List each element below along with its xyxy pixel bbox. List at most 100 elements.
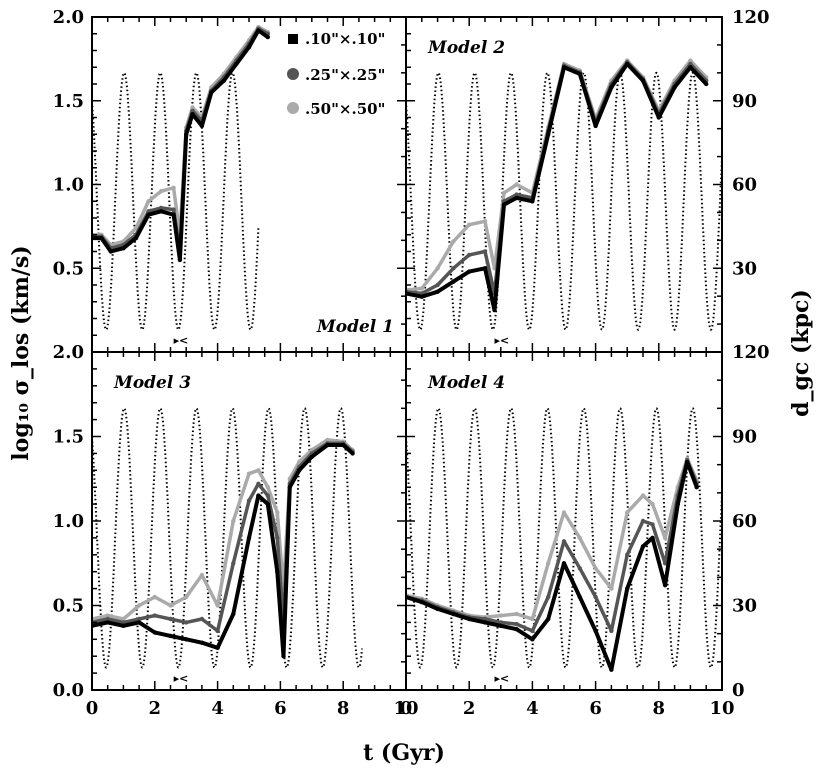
series-point — [546, 616, 551, 622]
series-point — [640, 544, 646, 549]
series-point — [498, 623, 503, 628]
series-point — [419, 286, 424, 291]
series-point — [209, 90, 214, 95]
series-point — [662, 583, 668, 588]
series-point — [325, 437, 330, 443]
series-point — [688, 65, 693, 70]
series-point — [190, 112, 195, 117]
series-point — [133, 235, 139, 241]
series-point — [530, 628, 535, 634]
x-axis-title: t (Gyr) — [363, 740, 445, 766]
series-point — [184, 132, 189, 137]
series-point — [246, 535, 252, 541]
x-tick-label: 6 — [589, 698, 602, 719]
series-point — [609, 586, 614, 591]
series-point — [152, 613, 157, 618]
panel-title: Model 1 — [316, 317, 394, 337]
series-point — [199, 640, 205, 645]
series-point — [350, 451, 355, 456]
series-point — [171, 207, 176, 212]
marker-glyph: ▸< — [494, 672, 509, 685]
series-point — [105, 616, 110, 622]
series-point — [108, 249, 114, 254]
series-point — [688, 61, 693, 67]
series-point — [514, 611, 519, 617]
series-point — [199, 123, 205, 129]
series-point — [685, 459, 690, 465]
y-right-tick-label: 120 — [732, 342, 770, 363]
x-tick-label: 0 — [400, 698, 413, 719]
marker-glyph: ▸< — [174, 672, 189, 685]
series-point — [158, 209, 164, 214]
legend-label-10: .10"×.10" — [305, 30, 385, 48]
series-point — [297, 468, 302, 473]
series-point — [121, 623, 126, 628]
series-point — [501, 190, 507, 196]
series-point — [451, 266, 456, 271]
series-point — [492, 307, 497, 313]
series-point — [136, 620, 142, 625]
series-point — [514, 627, 519, 632]
series-point — [650, 501, 655, 507]
series-point — [231, 611, 236, 617]
series-line-3 — [92, 438, 354, 621]
panel-1: 0.5 1.0 1.5 2.0 ▸< Model 1 — [53, 7, 407, 353]
series-point — [256, 481, 261, 486]
y-tick-label: 1.0 — [53, 175, 84, 196]
y-right-tick-label: 120 — [732, 7, 770, 28]
series-point — [171, 212, 176, 217]
series-point — [650, 522, 655, 527]
series-point — [530, 199, 535, 204]
y-right-tick-label: 30 — [732, 258, 757, 279]
series-point — [231, 561, 236, 566]
series-point — [246, 471, 252, 476]
series-point — [577, 566, 582, 571]
series-point — [546, 561, 551, 566]
series-point — [341, 442, 346, 448]
series-point — [467, 616, 472, 622]
y-axis-title-left: log₁₀ σ_los (km/s) — [8, 245, 34, 460]
series-point — [146, 199, 151, 204]
x-tick-label: 4 — [526, 698, 539, 719]
y-tick-label: 0.5 — [53, 258, 84, 279]
series-point — [309, 454, 314, 459]
series-point — [577, 594, 582, 600]
series-point — [514, 182, 519, 187]
orbit-curve — [406, 71, 722, 331]
series-point — [246, 498, 252, 503]
series-point — [275, 535, 280, 541]
y-axis-title-right: d_gc (kpc) — [788, 289, 814, 417]
series-point — [451, 611, 456, 617]
series-point — [650, 535, 655, 541]
panel-title: Model 3 — [113, 373, 191, 393]
series-point — [275, 569, 280, 574]
series-point — [265, 501, 270, 507]
y-tick-label: 1.5 — [53, 427, 84, 448]
y-right-tick-label: 60 — [732, 511, 757, 532]
x-tick-label: 6 — [274, 698, 287, 719]
series-point — [297, 459, 302, 465]
series-point — [184, 620, 189, 625]
series-point — [609, 85, 614, 90]
series-point — [467, 269, 472, 274]
series-point — [435, 606, 440, 612]
panel-title: Model 2 — [427, 38, 505, 58]
series-point — [609, 667, 614, 672]
orbit-curve — [406, 407, 722, 669]
series-point — [593, 594, 598, 600]
series-point — [501, 202, 507, 207]
series-point — [561, 65, 567, 70]
series-point — [256, 493, 261, 498]
series-line-1 — [406, 459, 699, 672]
series-point — [482, 219, 488, 224]
panel-2: 30 60 90 120 ▸< Model 2 — [405, 7, 770, 353]
series-point — [435, 289, 440, 294]
legend-marker-25 — [287, 68, 299, 80]
series-point — [467, 222, 472, 227]
series-point — [287, 485, 292, 490]
series-point — [688, 58, 693, 63]
y-right-tick-label: 30 — [732, 596, 757, 617]
series-point — [704, 81, 709, 87]
series-point — [675, 501, 680, 507]
